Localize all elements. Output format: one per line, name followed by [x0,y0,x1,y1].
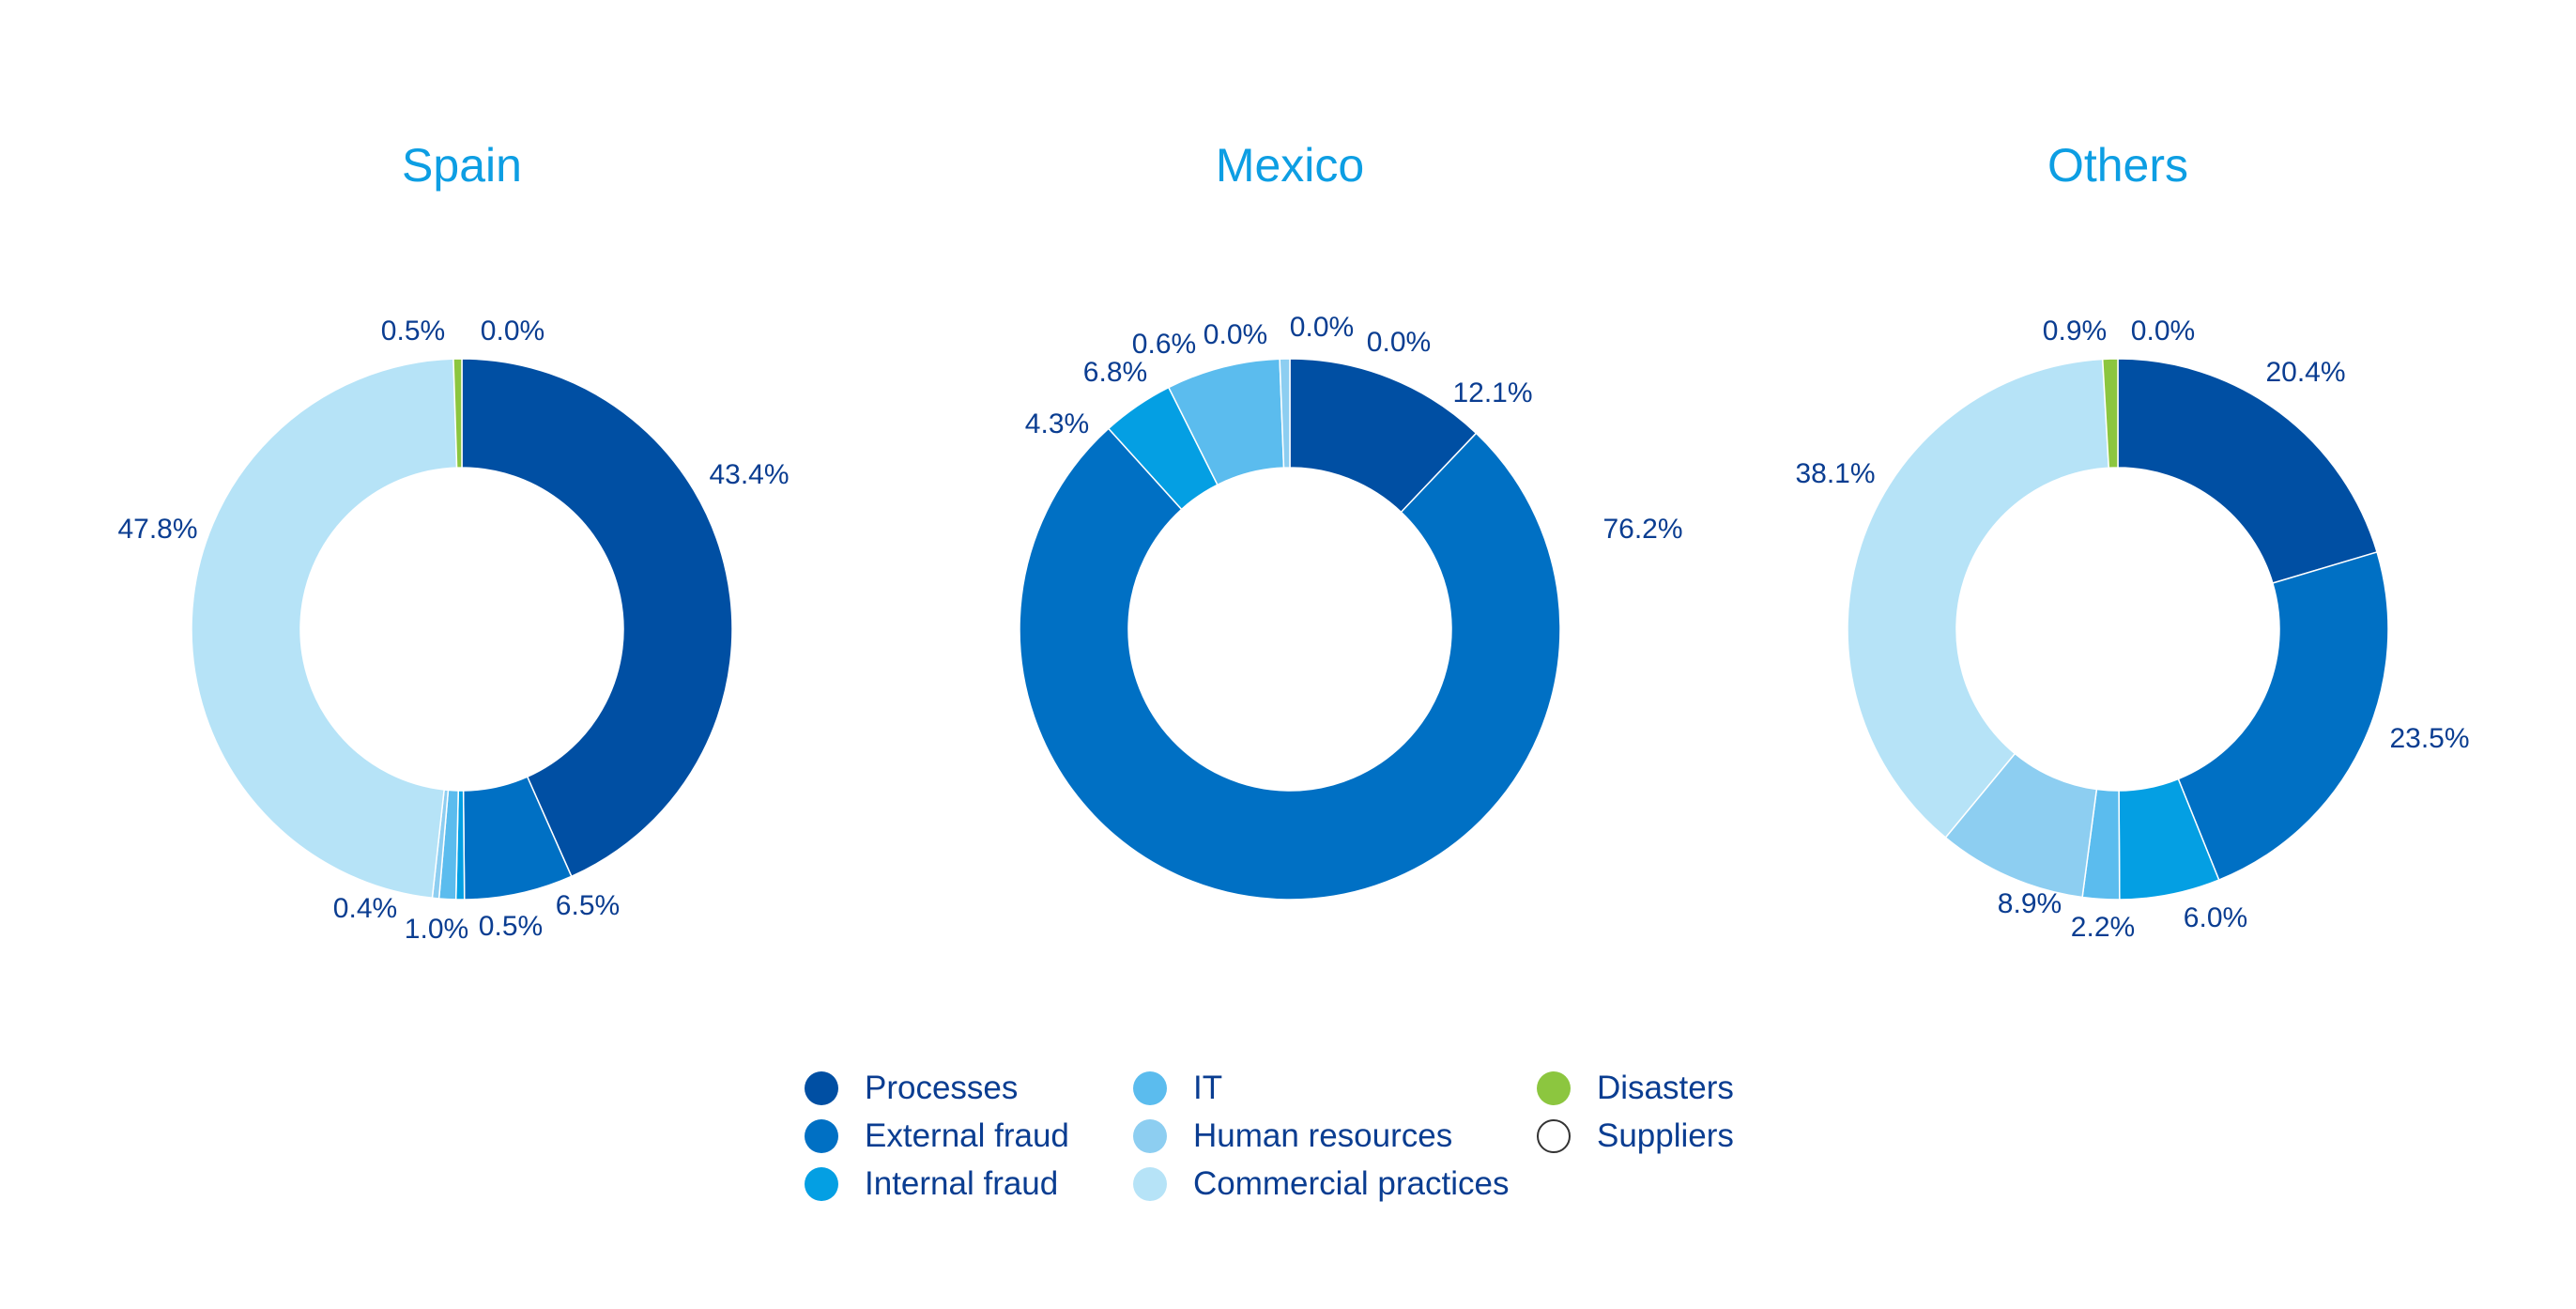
data-label-others-suppliers: 0.0% [2131,316,2195,346]
chart-title-mexico: Mexico [1216,139,1364,192]
data-label-others-processes: 20.4% [2265,357,2345,388]
data-label-mexico-human-resources: 0.6% [1132,329,1196,360]
legend-label-human-resources: Human resources [1193,1116,1453,1154]
legend-label-external-fraud: External fraud [865,1116,1069,1154]
slice-others-disasters [2101,358,2119,470]
legend-item-commercial-practices: Commercial practices [1133,1160,1509,1208]
legend-swatch-suppliers [1537,1118,1571,1153]
legend-item-internal-fraud: Internal fraud [805,1160,1069,1208]
chart-title-others: Others [2047,139,2188,192]
legend-label-internal-fraud: Internal fraud [865,1164,1059,1202]
data-label-spain-human-resources: 0.4% [333,893,397,924]
data-label-mexico-external-fraud: 76.2% [1602,514,1682,545]
legend-swatch-commercial-practices [1133,1166,1167,1201]
donut-mexico: Mexico 12.1% 76.2% 4.3% 6.8%0.6% 0.0% 0.0% 0.0% [1019,139,1683,901]
legend: Processes External fraud Internal fraud … [805,1064,1837,1224]
legend-item-suppliers: Suppliers [1537,1112,1734,1160]
data-label-others-human-resources: 8.9% [1998,888,2062,919]
donut-others: Others 20.4% 23.5% 6.0% 2.2% 8.9% 38.1% 0.9% 0.0… [1795,139,2469,943]
data-label-others-internal-fraud: 6.0% [2184,902,2247,933]
legend-label-commercial-practices: Commercial practices [1193,1164,1510,1202]
slice-others-external-fraud [2177,550,2389,882]
data-label-others-external-fraud: 23.5% [2389,723,2469,754]
donut-spain: Spain 43.4% 6.5% 0.5% 1.0% 0.4% 47.8% 0.5% 0.0% [117,139,789,945]
legend-item-external-fraud: External fraud [805,1112,1069,1160]
legend-swatch-processes [805,1070,838,1105]
slice-mexico-human-resources [1279,358,1291,469]
data-label-spain-it: 1.0% [405,914,468,945]
data-label-mexico-internal-fraud: 4.3% [1025,408,1089,439]
legend-label-it: IT [1193,1069,1223,1106]
data-label-mexico-disasters: 0.0% [1290,312,1354,343]
legend-item-it: IT [1133,1064,1509,1112]
legend-label-disasters: Disasters [1597,1069,1734,1106]
legend-swatch-human-resources [1133,1118,1167,1153]
legend-label-suppliers: Suppliers [1597,1116,1734,1154]
data-label-mexico-commercial-practices: 0.0% [1204,319,1267,350]
data-label-spain-external-fraud: 6.5% [556,890,620,921]
data-label-others-commercial-practices: 38.1% [1795,458,1875,489]
data-label-spain-processes: 43.4% [709,459,789,490]
data-label-others-disasters: 0.9% [2043,316,2107,346]
legend-swatch-external-fraud [805,1118,838,1153]
legend-item-processes: Processes [805,1064,1069,1112]
data-label-mexico-suppliers: 0.0% [1367,327,1431,358]
data-label-mexico-processes: 12.1% [1452,377,1532,408]
legend-column-3: Disasters Suppliers [1537,1064,1734,1160]
legend-column-2: IT Human resources Commercial practices [1133,1064,1509,1208]
legend-label-processes: Processes [865,1069,1019,1106]
data-label-spain-commercial-practices: 47.8% [117,514,197,545]
legend-column-1: Processes External fraud Internal fraud [805,1064,1069,1208]
chart-title-spain: Spain [402,139,522,192]
legend-swatch-disasters [1537,1070,1571,1105]
data-label-mexico-it: 6.8% [1083,357,1147,388]
slice-others-commercial-practices [1847,358,2110,839]
legend-item-disasters: Disasters [1537,1064,1734,1112]
slice-spain-disasters [452,358,463,469]
slice-mexico-external-fraud [1019,427,1561,901]
legend-swatch-internal-fraud [805,1166,838,1201]
data-label-spain-suppliers: 0.0% [481,316,544,346]
data-label-spain-internal-fraud: 0.5% [479,911,543,942]
legend-item-human-resources: Human resources [1133,1112,1509,1160]
data-label-spain-disasters: 0.5% [381,316,445,346]
slice-others-processes [2117,358,2378,584]
legend-swatch-it [1133,1070,1167,1105]
slice-spain-commercial-practices [191,358,458,900]
slice-spain-processes [461,358,733,878]
data-label-others-it: 2.2% [2071,912,2135,943]
